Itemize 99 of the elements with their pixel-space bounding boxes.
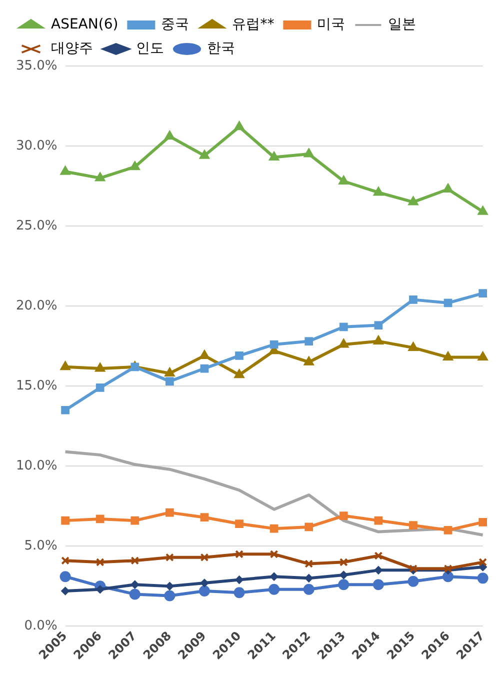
- y-tick-label: 0.0%: [24, 618, 58, 634]
- point: [165, 553, 174, 562]
- point: [444, 298, 452, 308]
- point: [270, 340, 278, 349]
- point: [60, 166, 70, 175]
- point: [374, 321, 383, 330]
- point: [165, 377, 174, 386]
- point: [339, 512, 348, 520]
- point: [61, 556, 70, 565]
- point: [96, 558, 104, 566]
- point: [235, 352, 244, 360]
- point: [303, 584, 314, 595]
- point: [340, 570, 348, 579]
- point: [409, 521, 418, 530]
- legend-label: 중국: [161, 16, 190, 33]
- point: [478, 562, 487, 571]
- point: [304, 574, 313, 582]
- point: [164, 368, 175, 377]
- legend-label: 한국: [207, 40, 235, 57]
- point: [130, 556, 140, 565]
- y-tick-label: 30.0%: [16, 138, 58, 154]
- y-tick-label: 10.0%: [16, 458, 58, 474]
- point: [478, 206, 488, 215]
- point: [61, 516, 70, 525]
- point: [478, 518, 487, 526]
- point: [129, 588, 140, 600]
- point: [477, 572, 488, 584]
- point: [443, 184, 453, 192]
- point: [374, 186, 384, 196]
- point: [198, 585, 210, 596]
- point: [339, 322, 348, 332]
- point: [270, 572, 278, 581]
- point: [408, 342, 418, 351]
- point: [234, 369, 244, 378]
- point: [60, 361, 70, 370]
- point: [95, 172, 105, 182]
- point: [130, 362, 140, 372]
- legend-label: 일본: [388, 16, 416, 33]
- point: [304, 356, 314, 366]
- y-tick-label: 25.0%: [16, 218, 58, 234]
- point: [268, 584, 280, 595]
- legend-label: 유럽**: [232, 16, 274, 33]
- point: [60, 571, 71, 582]
- point: [235, 550, 244, 558]
- point: [339, 558, 348, 566]
- point: [408, 196, 418, 206]
- point: [372, 579, 384, 590]
- point: [374, 336, 384, 345]
- point: [130, 161, 140, 170]
- y-tick-label: 35.0%: [16, 58, 58, 74]
- point: [270, 550, 278, 558]
- point: [270, 524, 278, 533]
- point: [478, 558, 487, 566]
- point: [200, 364, 209, 373]
- point: [443, 352, 453, 361]
- legend-label: 인도: [136, 40, 164, 57]
- point: [338, 339, 349, 348]
- point: [200, 553, 209, 562]
- point: [200, 150, 210, 159]
- point: [408, 576, 419, 587]
- point: [338, 176, 349, 184]
- point: [304, 148, 314, 158]
- point: [165, 508, 174, 517]
- point: [478, 352, 488, 361]
- legend-label: 미국: [317, 16, 346, 33]
- y-tick-label: 5.0%: [24, 538, 58, 554]
- point: [235, 520, 244, 528]
- point: [200, 513, 209, 522]
- point: [200, 350, 210, 359]
- point: [304, 560, 314, 568]
- point: [234, 587, 245, 598]
- point: [304, 522, 314, 532]
- point: [444, 526, 452, 534]
- point: [61, 586, 70, 595]
- point: [338, 579, 350, 590]
- point: [234, 121, 244, 130]
- point: [96, 514, 104, 524]
- point: [164, 590, 176, 602]
- point: [96, 384, 104, 392]
- y-tick-label: 20.0%: [16, 298, 58, 314]
- point: [374, 566, 382, 574]
- point: [95, 363, 105, 372]
- point: [164, 130, 175, 140]
- point: [374, 516, 383, 525]
- point: [235, 576, 244, 584]
- point: [130, 516, 140, 525]
- point: [304, 337, 314, 346]
- legend-label: ASEAN(6): [51, 16, 118, 33]
- legend-label: 대양주: [51, 40, 93, 57]
- point: [269, 152, 279, 160]
- point: [166, 582, 174, 590]
- point: [200, 578, 208, 587]
- point: [96, 585, 104, 594]
- point: [61, 406, 70, 414]
- point: [374, 552, 383, 560]
- point: [130, 580, 139, 589]
- point: [478, 289, 487, 298]
- y-tick-label: 15.0%: [16, 378, 58, 394]
- point: [409, 296, 418, 304]
